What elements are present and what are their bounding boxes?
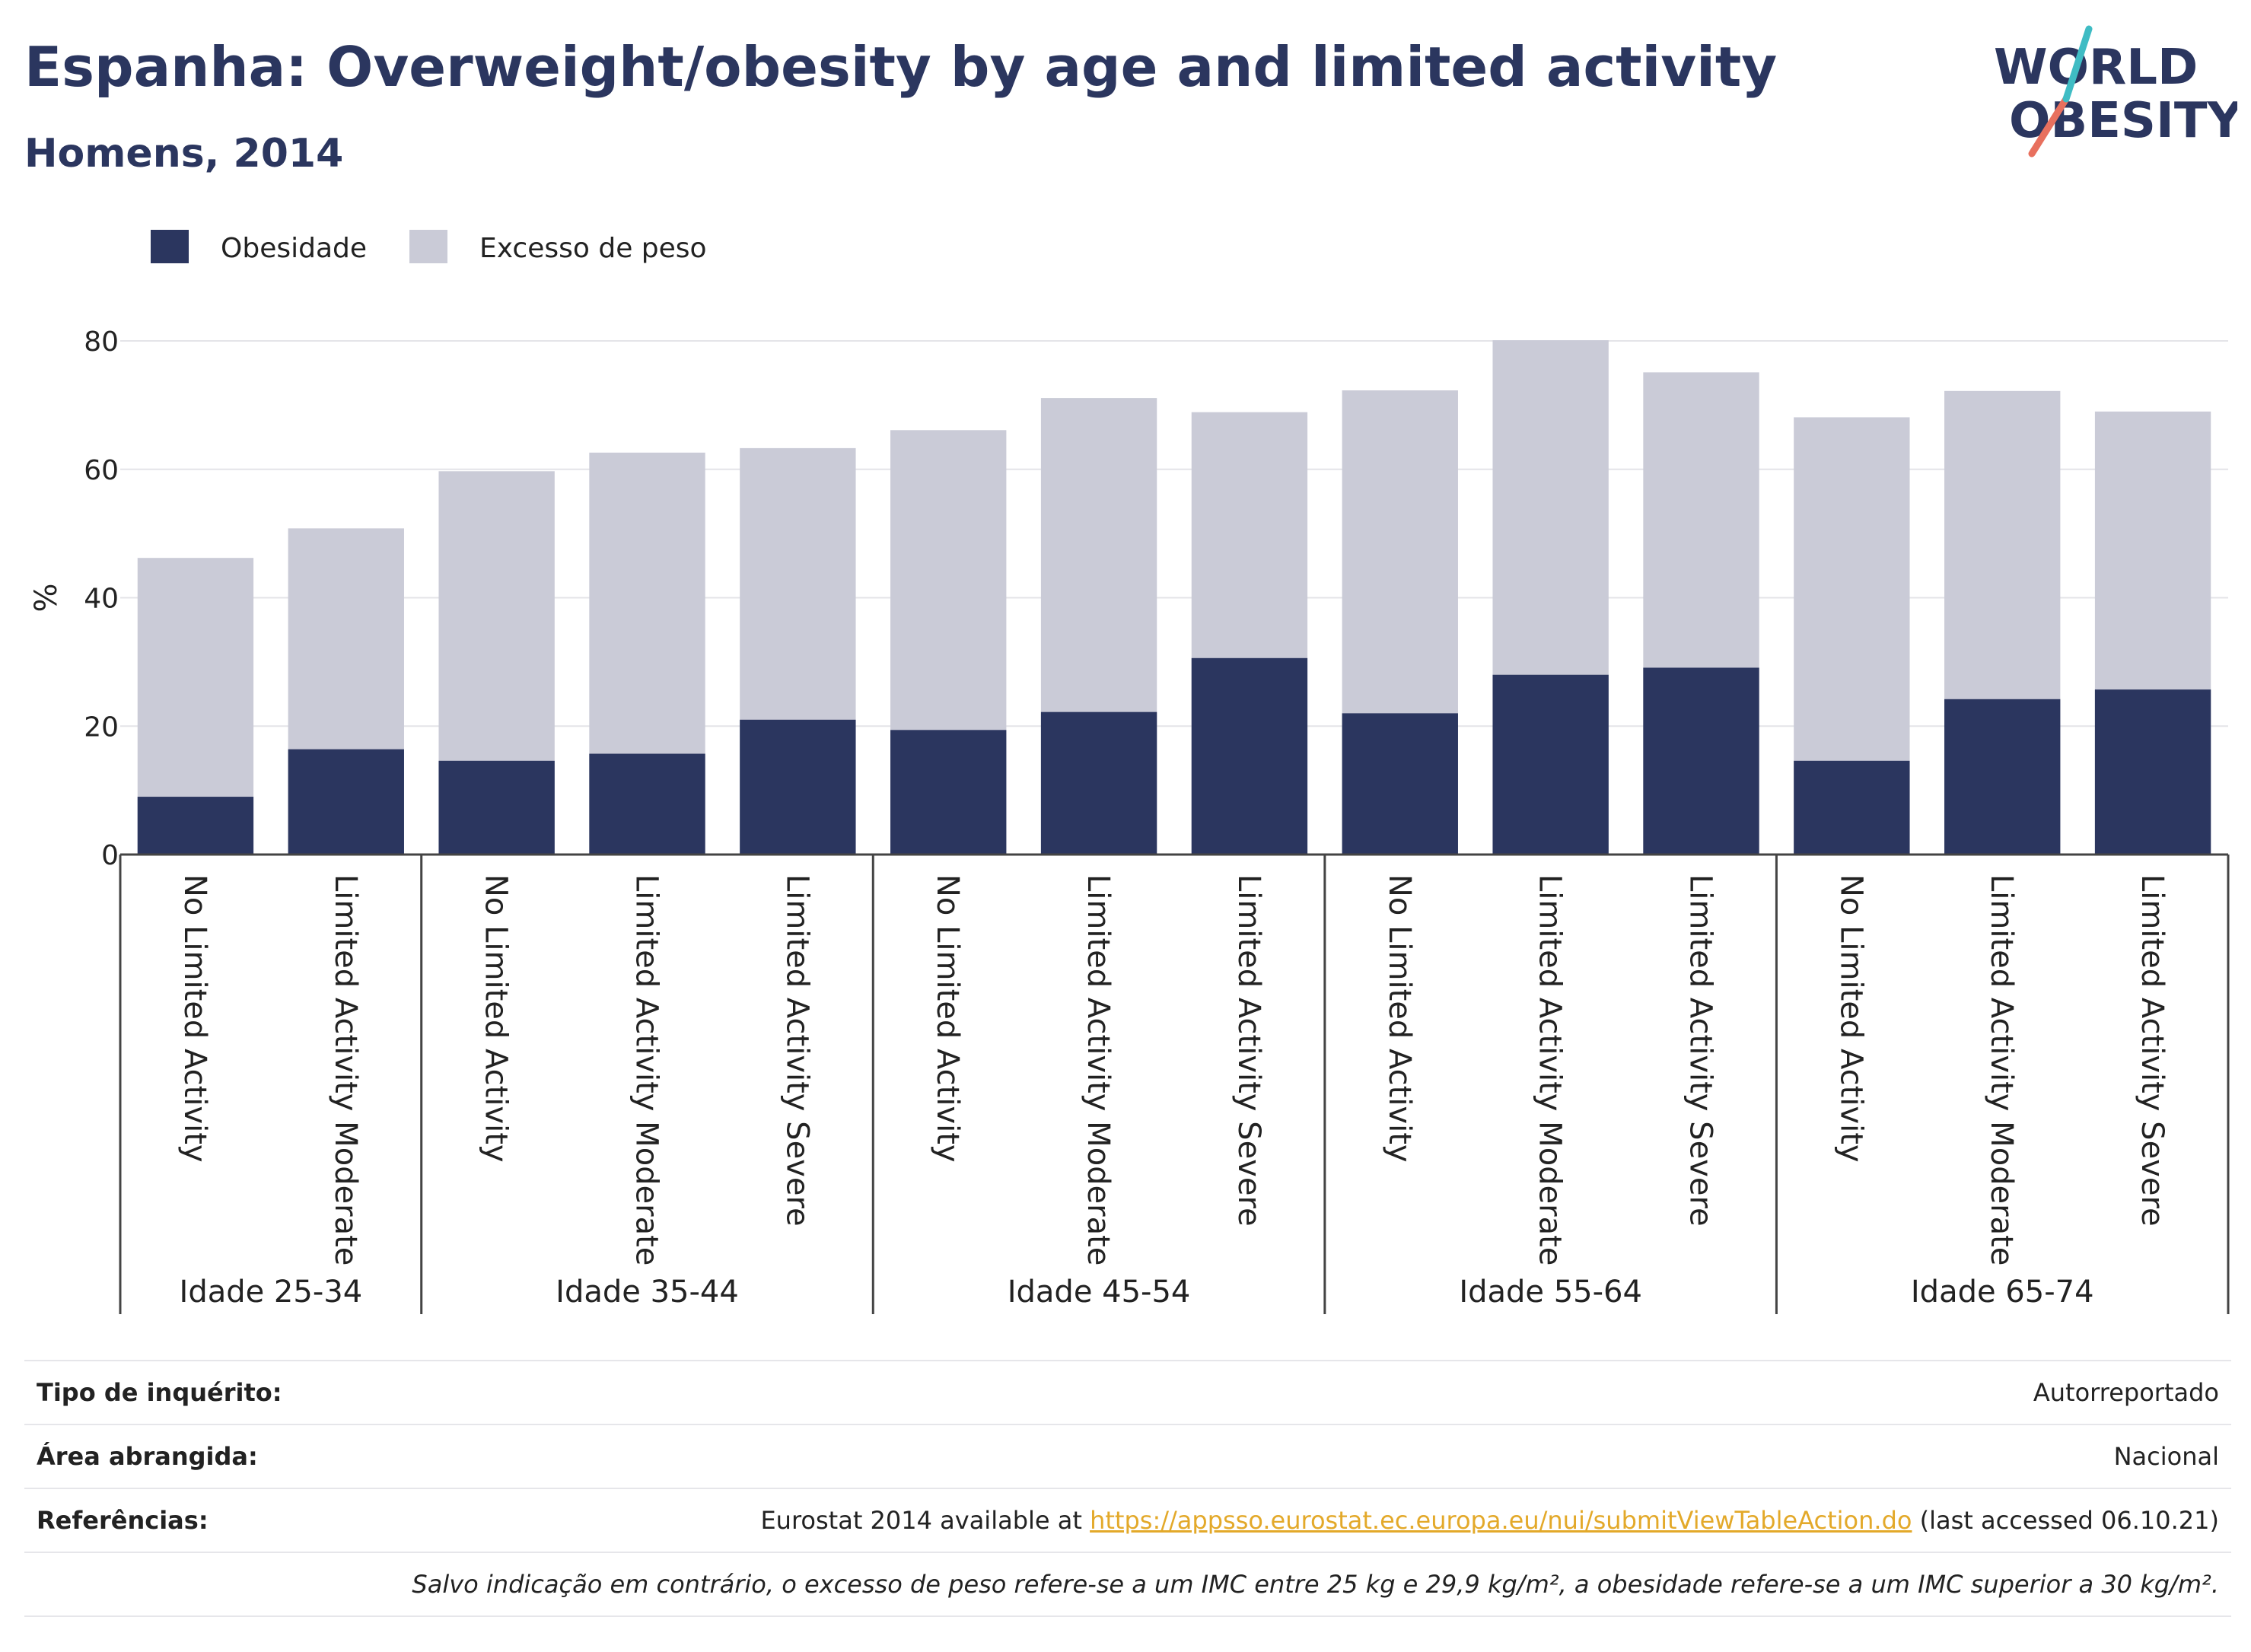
x-tick-label: Limited Activity Moderate — [1081, 874, 1116, 1265]
logo-word-world: WORLD — [1994, 40, 2198, 96]
page-title: Espanha: Overweight/obesity by age and l… — [24, 35, 1778, 99]
y-axis: 0 20 40 60 80% — [29, 326, 119, 871]
bars — [137, 340, 2211, 855]
bar-obesidade — [288, 749, 404, 855]
info-row-references: Referências: Eurostat 2014 available at … — [24, 1488, 2231, 1552]
survey-type-value: Autorreportado — [2033, 1378, 2219, 1407]
y-axis-label: % — [29, 583, 64, 612]
bar-obesidade — [1643, 667, 1759, 855]
x-tick-label: Limited Activity Moderate — [1984, 874, 2019, 1265]
bar-obesidade — [1191, 657, 1308, 855]
definition-note: Salvo indicação em contrário, o excesso … — [412, 1570, 2219, 1599]
bar-chart: Obesidade Excesso de peso 0 20 40 60 80% No L… — [29, 230, 2230, 1314]
x-tick-label: No Limited Activity — [1382, 874, 1417, 1163]
references-value: Eurostat 2014 available at https://appss… — [760, 1506, 2219, 1535]
info-row-note: Salvo indicação em contrário, o excesso … — [24, 1552, 2231, 1617]
x-tick-label: Limited Activity Severe — [1683, 874, 1718, 1227]
references-label: Referências: — [37, 1506, 209, 1535]
info-table: Tipo de inquérito: Autorreportado Área a… — [24, 1360, 2231, 1617]
references-prefix: Eurostat 2014 available at — [760, 1506, 1090, 1535]
group-label: Idade 65-74 — [1911, 1275, 2094, 1310]
bar-obesidade — [1040, 711, 1157, 855]
x-tick-label: Limited Activity Moderate — [328, 874, 363, 1265]
legend-swatch — [409, 230, 447, 263]
x-tick-label: No Limited Activity — [479, 874, 514, 1163]
chart-grid — [120, 340, 2228, 727]
legend-label: Excesso de peso — [479, 233, 707, 264]
bar-obesidade — [1342, 713, 1458, 855]
x-tick-label: Limited Activity Moderate — [1533, 874, 1568, 1265]
info-row-survey-type: Tipo de inquérito: Autorreportado — [24, 1360, 2231, 1424]
group-label: Idade 25-34 — [180, 1275, 363, 1310]
chart-legend: Obesidade Excesso de peso — [151, 230, 707, 264]
legend-swatch — [151, 230, 189, 263]
world-obesity-logo: WORLD OBESITY — [1994, 25, 2237, 158]
group-label: Idade 45-54 — [1008, 1275, 1191, 1310]
x-tick-label: Limited Activity Moderate — [629, 874, 664, 1265]
group-label: Idade 55-64 — [1459, 1275, 1642, 1310]
references-link[interactable]: https://appsso.eurostat.ec.europa.eu/nui… — [1090, 1506, 1912, 1535]
page-subtitle: Homens, 2014 — [24, 131, 344, 177]
x-axis: No Limited Activity Limited Activity Mode… — [119, 853, 2230, 1314]
bar-obesidade — [137, 797, 254, 855]
info-row-coverage: Área abrangida: Nacional — [24, 1424, 2231, 1488]
x-tick-label: No Limited Activity — [930, 874, 965, 1163]
bar-obesidade — [438, 760, 555, 855]
y-tick-label: 0 — [101, 840, 119, 871]
bar-obesidade — [1492, 674, 1609, 855]
bar-obesidade — [2094, 689, 2211, 855]
x-tick-label: Limited Activity Severe — [779, 874, 814, 1227]
survey-type-label: Tipo de inquérito: — [37, 1378, 282, 1407]
x-tick-label: No Limited Activity — [1833, 874, 1868, 1163]
coverage-value: Nacional — [2113, 1442, 2219, 1471]
bar-obesidade — [1794, 760, 1910, 855]
x-tick-label: No Limited Activity — [177, 874, 212, 1163]
bar-obesidade — [1944, 699, 2061, 855]
group-label: Idade 35-44 — [556, 1275, 739, 1310]
logo-teal-stroke — [2062, 25, 2093, 103]
y-tick-label: 60 — [84, 455, 119, 486]
x-tick-label: Limited Activity Severe — [2135, 874, 2170, 1227]
references-suffix: (last accessed 06.10.21) — [1912, 1506, 2219, 1535]
y-tick-label: 40 — [84, 584, 119, 615]
bar-obesidade — [890, 730, 1007, 855]
y-tick-label: 80 — [84, 326, 119, 358]
y-tick-label: 20 — [84, 711, 119, 743]
logo-word-obesity: OBESITY — [2009, 93, 2237, 149]
bar-obesidade — [740, 719, 856, 855]
logo-red-stroke — [2028, 95, 2070, 158]
coverage-label: Área abrangida: — [37, 1442, 258, 1471]
bar-obesidade — [589, 753, 705, 855]
legend-label: Obesidade — [221, 233, 367, 264]
x-tick-label: Limited Activity Severe — [1231, 874, 1266, 1227]
